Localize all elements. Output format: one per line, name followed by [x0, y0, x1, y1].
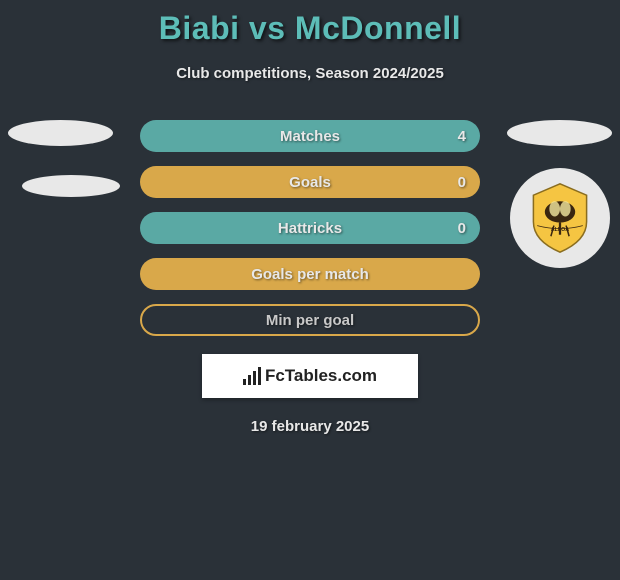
chart-icon	[243, 367, 261, 385]
stat-label: Min per goal	[266, 312, 354, 329]
stat-label: Goals	[289, 174, 331, 191]
stat-value: 0	[458, 220, 466, 237]
source-logo: FcTables.com	[202, 354, 418, 398]
stat-matches: Matches 4	[140, 120, 480, 152]
stats-container: Matches 4 Goals 0 Hattricks 0 Goals per …	[140, 120, 480, 336]
left-player-placeholder-2	[22, 175, 120, 197]
left-player-placeholder-1	[8, 120, 113, 146]
stat-hattricks: Hattricks 0	[140, 212, 480, 244]
stat-label: Hattricks	[278, 220, 342, 237]
stat-value: 4	[458, 128, 466, 145]
svg-text:ALLOA: ALLOA	[551, 227, 569, 233]
stat-goals-per-match: Goals per match	[140, 258, 480, 290]
club-crest-icon: ALLOA	[522, 180, 598, 256]
stat-min-per-goal: Min per goal	[140, 304, 480, 336]
stat-value: 0	[458, 174, 466, 191]
stat-goals: Goals 0	[140, 166, 480, 198]
page-title: Biabi vs McDonnell	[0, 0, 620, 47]
logo-text: FcTables.com	[265, 366, 377, 386]
stat-label: Goals per match	[251, 266, 369, 283]
stat-label: Matches	[280, 128, 340, 145]
right-player-placeholder-1	[507, 120, 612, 146]
subtitle: Club competitions, Season 2024/2025	[0, 65, 620, 82]
comparison-content: ALLOA Matches 4 Goals 0 Hattricks 0 Goal…	[0, 120, 620, 435]
date-label: 19 february 2025	[0, 418, 620, 435]
right-club-badge: ALLOA	[510, 168, 610, 268]
